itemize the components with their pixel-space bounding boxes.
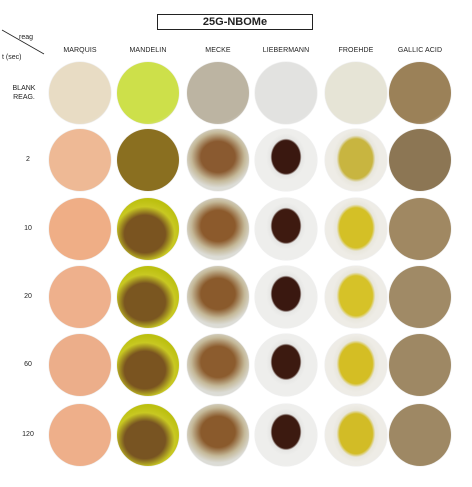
axis-divider-line	[1, 29, 45, 55]
row-label: 60	[24, 361, 32, 368]
test-well-mandelin-1	[117, 129, 179, 191]
test-well-gallic-acid-0	[389, 62, 451, 124]
test-well-mecke-5	[187, 404, 249, 466]
test-well-mandelin-3	[117, 266, 179, 328]
axis-reagent-label: reag	[19, 34, 34, 41]
test-well-marquis-0	[49, 62, 111, 124]
test-well-mecke-0	[187, 62, 249, 124]
test-well-froehde-0	[325, 62, 387, 124]
test-well-gallic-acid-4	[389, 334, 451, 396]
test-well-froehde-3	[325, 266, 387, 328]
test-well-gallic-acid-5	[389, 404, 451, 466]
test-well-liebermann-4	[255, 334, 317, 396]
axis-time-label: t (sec)	[2, 54, 22, 61]
test-well-mecke-4	[187, 334, 249, 396]
column-header-froehde: FROEHDE	[338, 47, 374, 54]
test-well-mandelin-4	[117, 334, 179, 396]
test-well-froehde-1	[325, 129, 387, 191]
test-well-liebermann-2	[255, 198, 317, 260]
column-header-marquis: MARQUIS	[63, 47, 97, 54]
test-well-mecke-2	[187, 198, 249, 260]
test-well-liebermann-1	[255, 129, 317, 191]
test-well-gallic-acid-2	[389, 198, 451, 260]
row-label: 10	[24, 225, 32, 232]
row-label: 20	[24, 293, 32, 300]
test-well-gallic-acid-3	[389, 266, 451, 328]
test-well-liebermann-0	[255, 62, 317, 124]
test-well-froehde-5	[325, 404, 387, 466]
test-well-marquis-5	[49, 404, 111, 466]
column-header-mecke: MECKE	[205, 47, 231, 54]
test-well-froehde-4	[325, 334, 387, 396]
test-well-gallic-acid-1	[389, 129, 451, 191]
test-well-liebermann-3	[255, 266, 317, 328]
test-well-mecke-3	[187, 266, 249, 328]
test-well-marquis-1	[49, 129, 111, 191]
test-well-mandelin-2	[117, 198, 179, 260]
column-header-mandelin: MANDELIN	[129, 47, 167, 54]
row-label: 2	[26, 156, 30, 163]
test-well-froehde-2	[325, 198, 387, 260]
test-well-liebermann-5	[255, 404, 317, 466]
test-well-marquis-4	[49, 334, 111, 396]
column-header-liebermann: LIEBERMANN	[262, 47, 310, 54]
test-well-mecke-1	[187, 129, 249, 191]
row-label: 120	[22, 431, 34, 438]
column-header-gallic-acid: GALLIC ACID	[397, 47, 443, 54]
test-well-mandelin-0	[117, 62, 179, 124]
row-label: BLANK REAG.	[12, 85, 36, 101]
figure-title: 25G-NBOMe	[157, 14, 313, 30]
test-well-mandelin-5	[117, 404, 179, 466]
test-well-marquis-2	[49, 198, 111, 260]
test-well-marquis-3	[49, 266, 111, 328]
